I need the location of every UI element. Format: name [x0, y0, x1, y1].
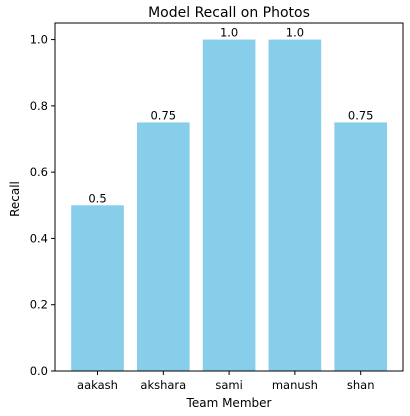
chart-title: Model Recall on Photos [148, 5, 310, 21]
data-label: 0.5 [88, 191, 106, 205]
x-axis-label: Team Member [186, 396, 272, 410]
x-tick-label: shan [347, 378, 375, 392]
bar-shan [334, 122, 388, 371]
bar-sami [202, 39, 256, 371]
data-label: 0.75 [348, 108, 374, 122]
data-label: 0.75 [150, 108, 176, 122]
bar-akshara [136, 122, 190, 371]
y-tick-label: 1.0 [30, 33, 48, 47]
bar-aakash [71, 205, 124, 371]
plot-area: 0.0 0.2 0.4 0.6 0.8 1.0 aakash akshara sami manus… [30, 22, 404, 392]
y-tick-label: 0.4 [30, 231, 48, 245]
data-label: 1.0 [220, 26, 238, 40]
x-tick-label: aakash [77, 378, 118, 392]
y-tick-label: 0.2 [30, 298, 48, 312]
x-tick-label: akshara [140, 378, 186, 392]
y-axis-label: Recall [8, 181, 22, 217]
x-tick-label: manush [272, 378, 318, 392]
y-tick-label: 0.8 [30, 99, 48, 113]
x-tick-label: sami [215, 378, 242, 392]
bar-manush [268, 39, 322, 371]
y-tick-label: 0.6 [30, 165, 48, 179]
data-label: 1.0 [286, 26, 304, 40]
y-tick-label: 0.0 [30, 364, 48, 378]
